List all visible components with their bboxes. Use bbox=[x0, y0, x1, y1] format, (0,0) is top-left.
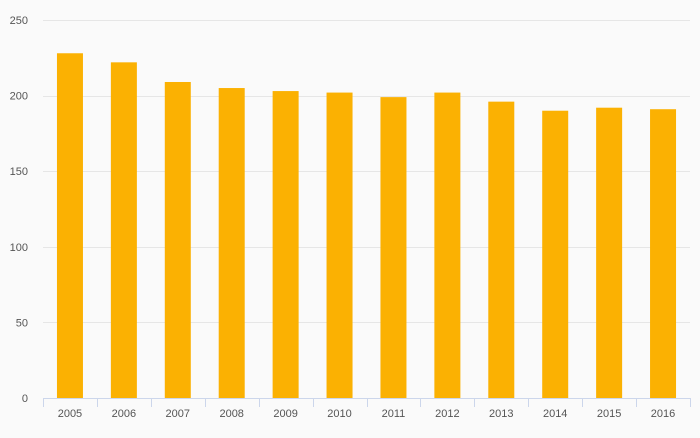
x-tick-label: 2013 bbox=[489, 408, 513, 420]
x-tick-label: 2015 bbox=[597, 408, 621, 420]
bar-2005[interactable] bbox=[56, 53, 83, 398]
x-tick-label: 2010 bbox=[327, 408, 351, 420]
y-tick-label: 200 bbox=[10, 91, 28, 103]
grid-lines bbox=[43, 20, 690, 323]
bar-2012[interactable] bbox=[434, 92, 461, 399]
x-tick-label: 2014 bbox=[543, 408, 567, 420]
x-tick-label: 2009 bbox=[273, 408, 297, 420]
x-axis-labels: 2005 2006 2007 2008 2009 2010 2011 2012 2013 2014… bbox=[58, 408, 676, 420]
x-tick-label: 2012 bbox=[435, 408, 459, 420]
y-tick-label: 250 bbox=[10, 15, 28, 27]
bar-2008[interactable] bbox=[218, 88, 245, 398]
bar-2014[interactable] bbox=[542, 110, 569, 398]
bar-2006[interactable] bbox=[110, 62, 137, 398]
y-tick-label: 0 bbox=[22, 393, 28, 405]
x-tick-label: 2008 bbox=[219, 408, 243, 420]
x-tick-label: 2011 bbox=[382, 408, 406, 420]
x-tick-label: 2006 bbox=[112, 408, 136, 420]
bar-2009[interactable] bbox=[272, 91, 299, 399]
bar-2015[interactable] bbox=[596, 107, 623, 399]
bar-2007[interactable] bbox=[164, 81, 191, 398]
bar-2016[interactable] bbox=[650, 109, 677, 398]
x-tick-label: 2005 bbox=[58, 408, 82, 420]
y-tick-label: 150 bbox=[10, 166, 28, 178]
x-axis bbox=[43, 398, 691, 407]
bar-2010[interactable] bbox=[326, 92, 353, 399]
x-tick-label: 2007 bbox=[166, 408, 190, 420]
y-tick-label: 100 bbox=[10, 242, 28, 254]
bar-2011[interactable] bbox=[380, 97, 407, 398]
y-tick-label: 50 bbox=[16, 317, 28, 329]
bar-2013[interactable] bbox=[488, 101, 515, 398]
bars bbox=[56, 53, 677, 399]
y-axis-labels: 0 50 100 150 200 250 bbox=[10, 15, 28, 405]
x-tick-label: 2016 bbox=[651, 408, 675, 420]
